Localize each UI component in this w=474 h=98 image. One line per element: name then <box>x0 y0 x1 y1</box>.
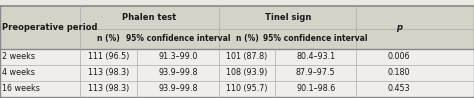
Bar <box>0 6 474 49</box>
Text: 93.9–99.8: 93.9–99.8 <box>158 68 198 77</box>
Text: Phalen test: Phalen test <box>122 13 176 22</box>
Text: 111 (96.5): 111 (96.5) <box>88 52 129 61</box>
Text: 80.4–93.1: 80.4–93.1 <box>296 52 335 61</box>
Text: p: p <box>396 23 401 32</box>
Text: 0.180: 0.180 <box>387 68 410 77</box>
Text: 4 weeks: 4 weeks <box>2 68 35 77</box>
Text: 108 (93.9): 108 (93.9) <box>226 68 268 77</box>
Text: 87.9–97.5: 87.9–97.5 <box>296 68 336 77</box>
Text: Preoperative period: Preoperative period <box>2 23 98 32</box>
Text: 95% confidence interval: 95% confidence interval <box>126 34 230 43</box>
Text: 113 (98.3): 113 (98.3) <box>88 68 129 77</box>
Text: 101 (87.8): 101 (87.8) <box>226 52 268 61</box>
Text: 93.9–99.8: 93.9–99.8 <box>158 84 198 93</box>
Text: 90.1–98.6: 90.1–98.6 <box>296 84 335 93</box>
Text: 0.006: 0.006 <box>387 52 410 61</box>
Text: 91.3–99.0: 91.3–99.0 <box>158 52 198 61</box>
Text: 16 weeks: 16 weeks <box>2 84 40 93</box>
Text: 95% confidence interval: 95% confidence interval <box>264 34 368 43</box>
Text: Tinel sign: Tinel sign <box>264 13 311 22</box>
Text: n (%): n (%) <box>236 34 258 43</box>
Text: 113 (98.3): 113 (98.3) <box>88 84 129 93</box>
Text: 0.453: 0.453 <box>387 84 410 93</box>
Text: 2 weeks: 2 weeks <box>2 52 36 61</box>
Text: n (%): n (%) <box>97 34 120 43</box>
Bar <box>0 49 474 97</box>
Text: 110 (95.7): 110 (95.7) <box>226 84 268 93</box>
